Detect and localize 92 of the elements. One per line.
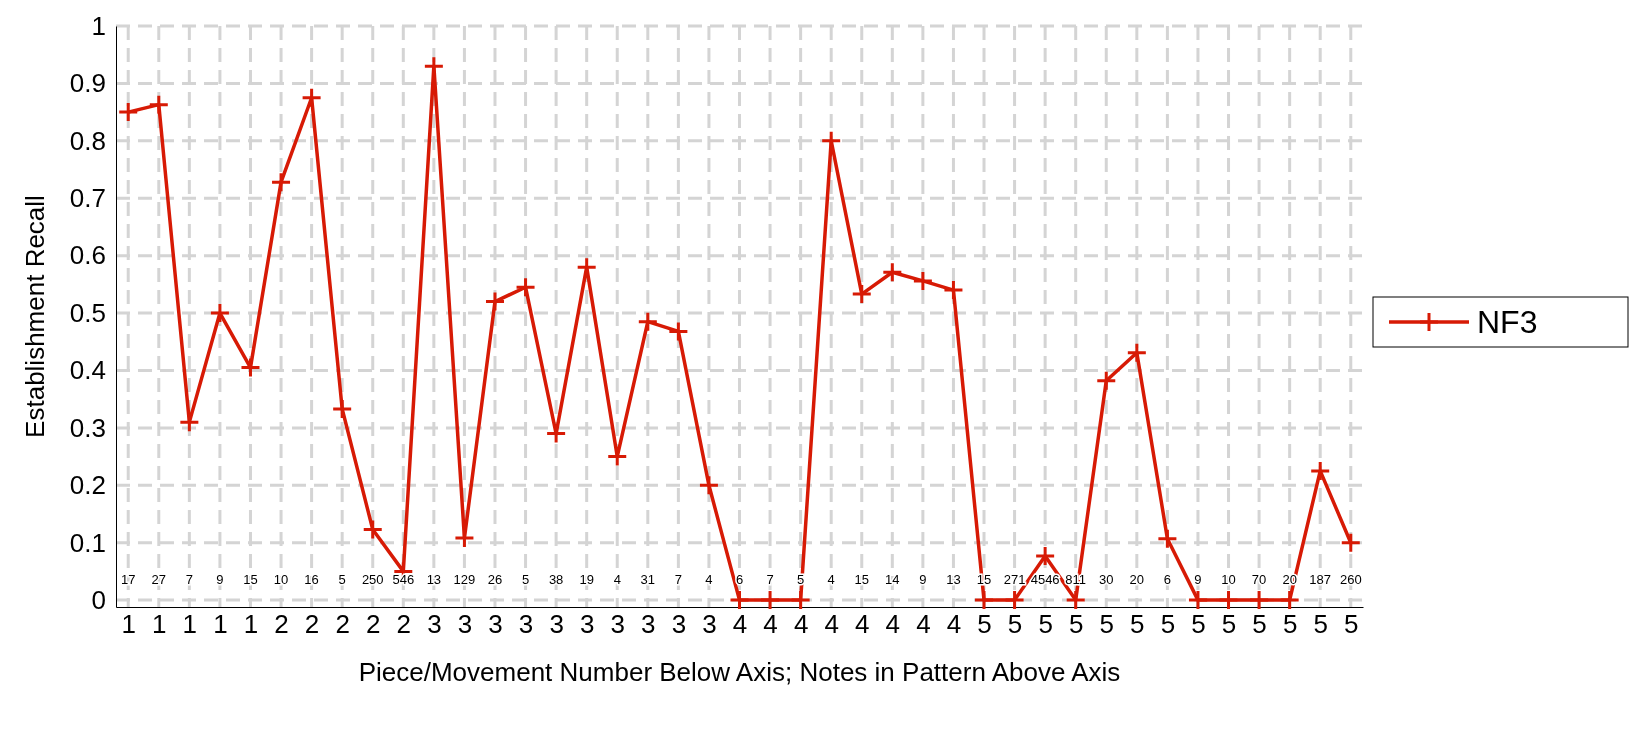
x-tick-label: 3 [457,609,473,640]
x-tick-label: 5 [1313,609,1328,640]
legend-label: NF3 [1477,304,1538,340]
x-tick-label: 3 [702,609,717,640]
x-tick-label: 3 [427,609,442,640]
x-tick-label: 5 [1252,609,1267,640]
x-tick-label: 2 [366,609,381,640]
x-tick-label: 3 [610,609,625,640]
x-tick-label: 3 [549,609,564,640]
x-tick-label: 4 [885,609,901,640]
x-tick-label: 5 [1099,609,1114,640]
annotation: 10 [273,572,289,587]
annotation: 31 [640,572,656,587]
x-tick-label: 2 [274,609,289,640]
x-tick-label: 1 [152,609,167,640]
x-tick-label: 4 [916,609,931,640]
y-tick-label: 1 [91,10,106,41]
annotation: 9 [1194,572,1202,587]
x-tick-label: 2 [396,609,412,640]
annotation: 70 [1251,572,1267,587]
y-tick-label: 0.9 [69,68,106,99]
x-tick-label: 2 [304,609,320,640]
y-tick-label: 0.5 [69,297,106,328]
annotation: 271 [1003,572,1026,587]
annotation: 13 [946,572,961,587]
annotation: 7 [185,572,193,587]
y-axis-title: Establishment Recall [20,195,50,438]
y-tick-label: 0.2 [69,470,106,501]
annotation: 260 [1339,572,1362,587]
x-tick-label: 5 [1068,609,1084,640]
annotation: 5 [338,572,346,587]
x-tick-label: 5 [1344,609,1359,640]
x-tick-label: 2 [335,609,350,640]
x-tick-label: 5 [1191,609,1206,640]
annotation: 7 [766,572,774,587]
annotation: 17 [120,572,136,587]
annotation: 20 [1129,572,1145,587]
x-tick-label: 5 [1007,609,1023,640]
annotation: 27 [151,572,167,587]
x-tick-label: 5 [1160,609,1176,640]
annotation: 4546 [1030,572,1060,587]
annotation: 4 [613,572,621,587]
y-tick-label: 0.7 [69,183,106,214]
x-tick-label: 5 [977,609,992,640]
x-axis-title: Piece/Movement Number Below Axis; Notes in Pattern Above Axis [358,657,1121,687]
annotation: 9 [216,572,224,587]
annotation: 16 [304,572,319,587]
x-tick-label: 3 [488,609,503,640]
annotation: 187 [1309,572,1332,587]
x-tick-label: 4 [855,609,870,640]
annotation: 19 [579,572,594,587]
annotation: 26 [487,572,503,587]
y-tick-label: 0.3 [69,412,106,443]
annotation: 30 [1099,572,1114,587]
annotation: 9 [919,572,927,587]
annotation: 546 [392,572,415,587]
x-tick-label: 3 [641,609,656,640]
x-tick-label: 5 [1038,609,1053,640]
x-tick-label: 1 [213,609,228,640]
x-tick-label: 5 [1130,609,1145,640]
x-tick-label: 1 [121,609,136,640]
annotation: 250 [361,572,384,587]
annotation: 5 [521,572,530,587]
x-tick-label: 3 [518,609,534,640]
x-tick-label: 4 [946,609,962,640]
annotation: 6 [735,572,744,587]
x-tick-label: 3 [579,609,595,640]
annotation: 10 [1221,572,1236,587]
annotation: 4 [827,572,835,587]
x-tick-label: 4 [763,609,778,640]
annotation: 15 [854,572,869,587]
y-tick-label: 0 [91,584,106,615]
x-tick-label: 5 [1282,609,1298,640]
annotation: 129 [453,572,476,587]
y-tick-label: 0.1 [69,527,106,558]
annotation: 15 [243,572,258,587]
annotation: 4 [705,572,713,587]
annotation: 7 [674,572,682,587]
y-tick-label: 0.8 [69,125,106,156]
y-tick-label: 0.6 [69,240,106,271]
annotation: 14 [885,572,900,587]
x-tick-label: 4 [732,609,748,640]
x-tick-label: 4 [793,609,809,640]
x-tick-label: 1 [243,609,259,640]
y-tick-label: 0.4 [69,355,106,386]
x-tick-label: 3 [671,609,687,640]
annotation: 38 [548,572,564,587]
x-tick-label: 1 [182,609,198,640]
annotation: 13 [426,572,442,587]
x-tick-label: 5 [1221,609,1237,640]
annotation: 6 [1163,572,1172,587]
x-tick-label: 4 [824,609,839,640]
